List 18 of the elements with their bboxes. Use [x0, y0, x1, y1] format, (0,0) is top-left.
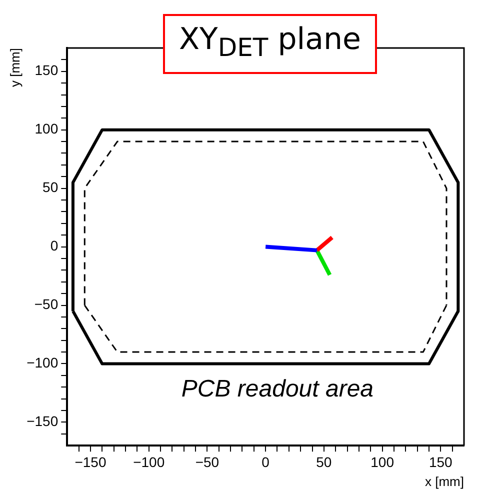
x-axis-title: x [mm] — [425, 474, 464, 489]
x-tick-label: 0 — [262, 454, 270, 470]
x-tick-label: 50 — [316, 454, 332, 470]
y-tick-label: 150 — [34, 62, 58, 78]
x-tick-label: −100 — [133, 454, 165, 470]
y-tick-label: 0 — [50, 238, 58, 254]
y-tick-label: −150 — [26, 413, 58, 430]
annotation: PCB readout area — [181, 376, 374, 403]
chart-title: XY$_{DET}$ plane — [163, 14, 377, 74]
y-axis-title: y [mm] — [7, 48, 22, 87]
x-tick-label: −50 — [195, 454, 220, 470]
x-tick-label: 150 — [428, 454, 453, 470]
y-tick-label: −50 — [34, 296, 58, 312]
y-tick-label: 50 — [42, 179, 58, 196]
x-tick-label: −150 — [74, 454, 106, 470]
x-tick-label: 100 — [370, 454, 394, 470]
y-tick-label: 100 — [34, 120, 58, 137]
y-tick-label: −100 — [26, 354, 58, 371]
